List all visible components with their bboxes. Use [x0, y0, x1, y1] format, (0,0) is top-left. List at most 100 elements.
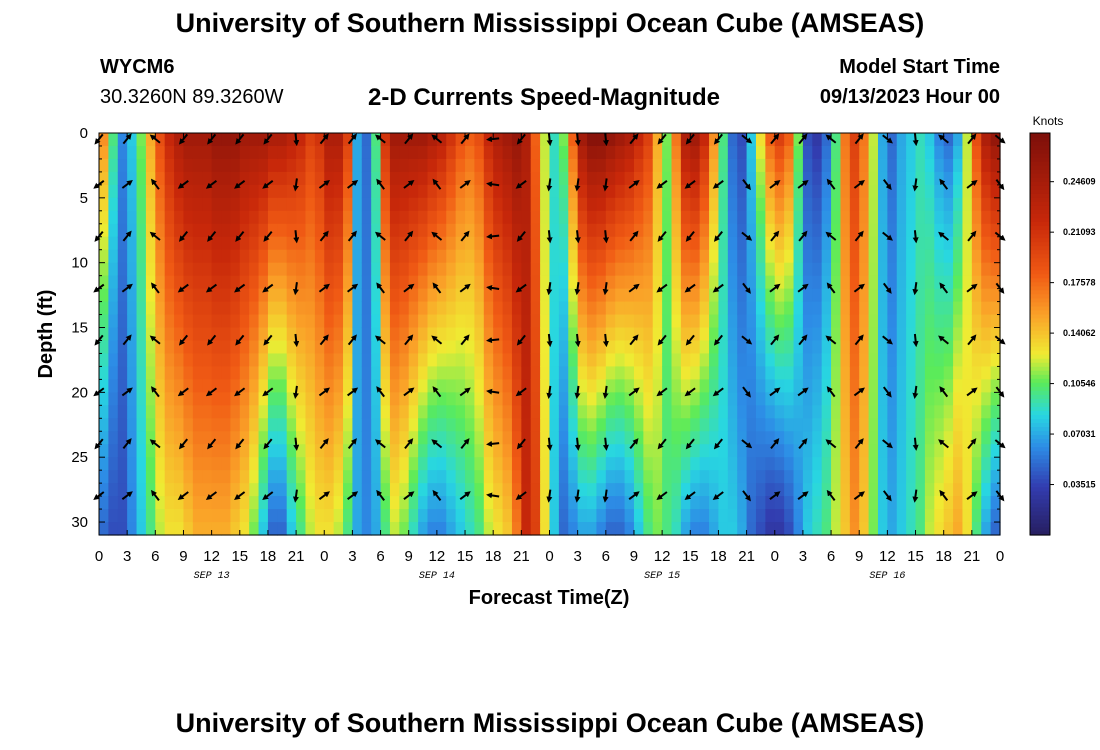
heat-cell — [371, 522, 382, 536]
heat-cell — [99, 431, 109, 445]
heat-cell — [662, 431, 673, 445]
heat-cell — [587, 249, 598, 264]
heat-cell — [202, 470, 213, 484]
heat-cell — [605, 262, 616, 277]
heat-cell — [624, 301, 635, 316]
heat-cell — [343, 353, 354, 368]
heat-cell — [971, 496, 982, 510]
current-vector-arrow — [234, 179, 246, 189]
heat-cell — [746, 210, 757, 225]
heat-cell — [924, 470, 935, 484]
heat-cell — [117, 496, 128, 510]
heat-cell — [849, 483, 860, 497]
current-vector-arrow — [574, 437, 581, 451]
heat-cell — [352, 405, 363, 419]
heat-cell — [793, 133, 804, 147]
heat-cell — [624, 288, 635, 303]
heat-cell — [709, 353, 720, 368]
heat-cell — [99, 405, 109, 419]
colorbar-swatch — [1030, 386, 1050, 391]
heat-cell — [802, 444, 813, 458]
heat-cell — [971, 145, 982, 160]
heat-cell — [680, 184, 691, 199]
heat-cell — [183, 431, 194, 445]
heat-cell — [859, 457, 870, 471]
heat-cell — [540, 158, 551, 173]
heat-cell — [333, 522, 344, 536]
heat-cell — [474, 483, 485, 497]
x-tick-label: 9 — [179, 548, 187, 565]
heat-cell — [361, 418, 372, 432]
heat-cell — [427, 496, 438, 510]
heat-cell — [868, 197, 879, 212]
heat-cell — [361, 197, 372, 212]
heat-cell — [633, 171, 644, 186]
heat-cell — [849, 522, 860, 536]
heat-cell — [774, 210, 785, 225]
heat-cell — [108, 275, 119, 290]
current-vector-arrow — [546, 282, 553, 296]
heat-cell — [267, 262, 278, 277]
heat-cell — [812, 418, 823, 432]
heat-cell — [812, 457, 823, 471]
heat-cell — [239, 223, 250, 238]
heat-cell — [633, 405, 644, 419]
heat-cell — [990, 133, 1001, 147]
current-vector-arrow — [431, 231, 443, 241]
heat-cell — [633, 431, 644, 445]
heat-cell — [258, 327, 269, 342]
heat-cell — [624, 509, 635, 523]
heat-cell — [211, 133, 222, 147]
heat-cell — [314, 288, 325, 303]
heat-cell — [924, 158, 935, 173]
heat-cell — [427, 171, 438, 186]
heat-cell — [962, 379, 973, 393]
heat-cell — [896, 133, 907, 147]
heat-cell — [633, 314, 644, 329]
heat-cell — [784, 223, 795, 238]
heat-cell — [333, 171, 344, 186]
heat-cell — [906, 184, 917, 199]
heat-cell — [896, 483, 907, 497]
heat-cell — [568, 288, 579, 303]
heat-cell — [296, 262, 307, 277]
heat-cell — [812, 301, 823, 316]
heat-cell — [924, 262, 935, 277]
heat-cell — [605, 483, 616, 497]
heat-cell — [380, 158, 391, 173]
heat-cell — [831, 366, 842, 380]
current-vector-arrow — [93, 491, 105, 500]
heat-cell — [221, 262, 231, 277]
heat-cell — [136, 353, 147, 368]
heat-cell — [455, 353, 466, 368]
heat-cell — [221, 340, 231, 355]
heat-cell — [239, 262, 250, 277]
heat-cell — [709, 340, 720, 355]
heat-cell — [483, 327, 494, 342]
heat-cell — [906, 509, 917, 523]
heat-cell — [427, 210, 438, 225]
heat-cell — [831, 197, 842, 212]
heat-cell — [202, 418, 213, 432]
heat-cell — [145, 483, 156, 497]
heat-cell — [662, 366, 673, 380]
heat-cell — [361, 457, 372, 471]
heat-cell — [652, 301, 663, 316]
current-vector-arrow — [574, 282, 581, 296]
heat-cell — [530, 353, 541, 368]
heat-cell — [755, 133, 766, 147]
heat-cell — [436, 353, 447, 368]
heat-cell — [755, 158, 766, 173]
heat-cell — [145, 496, 156, 510]
heat-cell — [192, 353, 203, 368]
heat-cell — [267, 288, 278, 303]
heat-cell — [418, 509, 429, 523]
heat-cell — [343, 197, 354, 212]
heat-cell — [267, 509, 278, 523]
heat-cell — [380, 405, 391, 419]
heat-cell — [962, 275, 973, 290]
model-start-label: Model Start Time — [839, 56, 1000, 78]
heat-cell — [277, 133, 288, 147]
heat-cell — [155, 457, 166, 471]
heat-cell — [596, 483, 607, 497]
